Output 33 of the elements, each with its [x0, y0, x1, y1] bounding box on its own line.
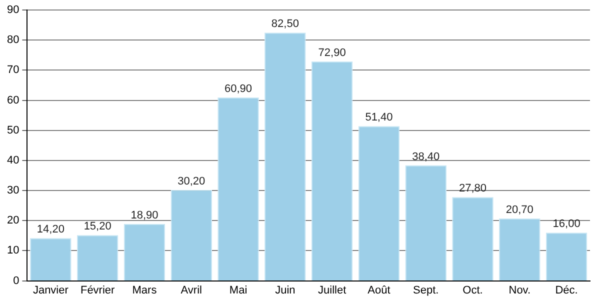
data-label: 72,90 — [318, 46, 346, 59]
y-tick-label: 40 — [6, 154, 20, 166]
data-label: 20,70 — [506, 204, 534, 216]
y-tick-label: 20 — [6, 214, 20, 227]
x-tick-label: Oct. — [462, 284, 483, 296]
y-tick-label: 70 — [6, 64, 20, 76]
y-tick-label: 80 — [6, 34, 20, 46]
x-tick-label: Juillet — [318, 284, 346, 296]
data-label: 15,20 — [84, 220, 112, 233]
y-tick-label: 0 — [13, 274, 20, 287]
data-label: 60,90 — [224, 83, 252, 96]
x-tick-label: Mars — [132, 284, 158, 296]
data-label: 51,40 — [365, 112, 393, 124]
y-tick-label: 90 — [6, 4, 20, 16]
x-tick-label: Mai — [229, 284, 248, 296]
x-tick-label: Février — [80, 284, 116, 296]
x-tick-label: Juin — [275, 284, 296, 296]
data-label: 14,20 — [36, 224, 64, 236]
x-tick-label: Déc. — [555, 284, 578, 296]
y-tick-label: 60 — [6, 94, 20, 106]
x-tick-label: Avril — [180, 284, 202, 296]
y-tick-label: 50 — [6, 124, 20, 136]
x-tick-label: Janvier — [32, 284, 69, 296]
x-tick-label: Sept. — [413, 284, 439, 296]
data-label: 16,00 — [552, 218, 580, 230]
data-label: 30,20 — [178, 175, 206, 188]
data-label: 38,40 — [412, 150, 440, 163]
y-tick-label: 10 — [6, 244, 20, 257]
x-tick-label: Nov. — [508, 284, 531, 296]
y-tick-label: 30 — [6, 184, 20, 197]
data-label: 18,90 — [130, 209, 158, 222]
x-tick-label: Août — [368, 284, 390, 296]
data-label: 82,50 — [271, 18, 299, 30]
